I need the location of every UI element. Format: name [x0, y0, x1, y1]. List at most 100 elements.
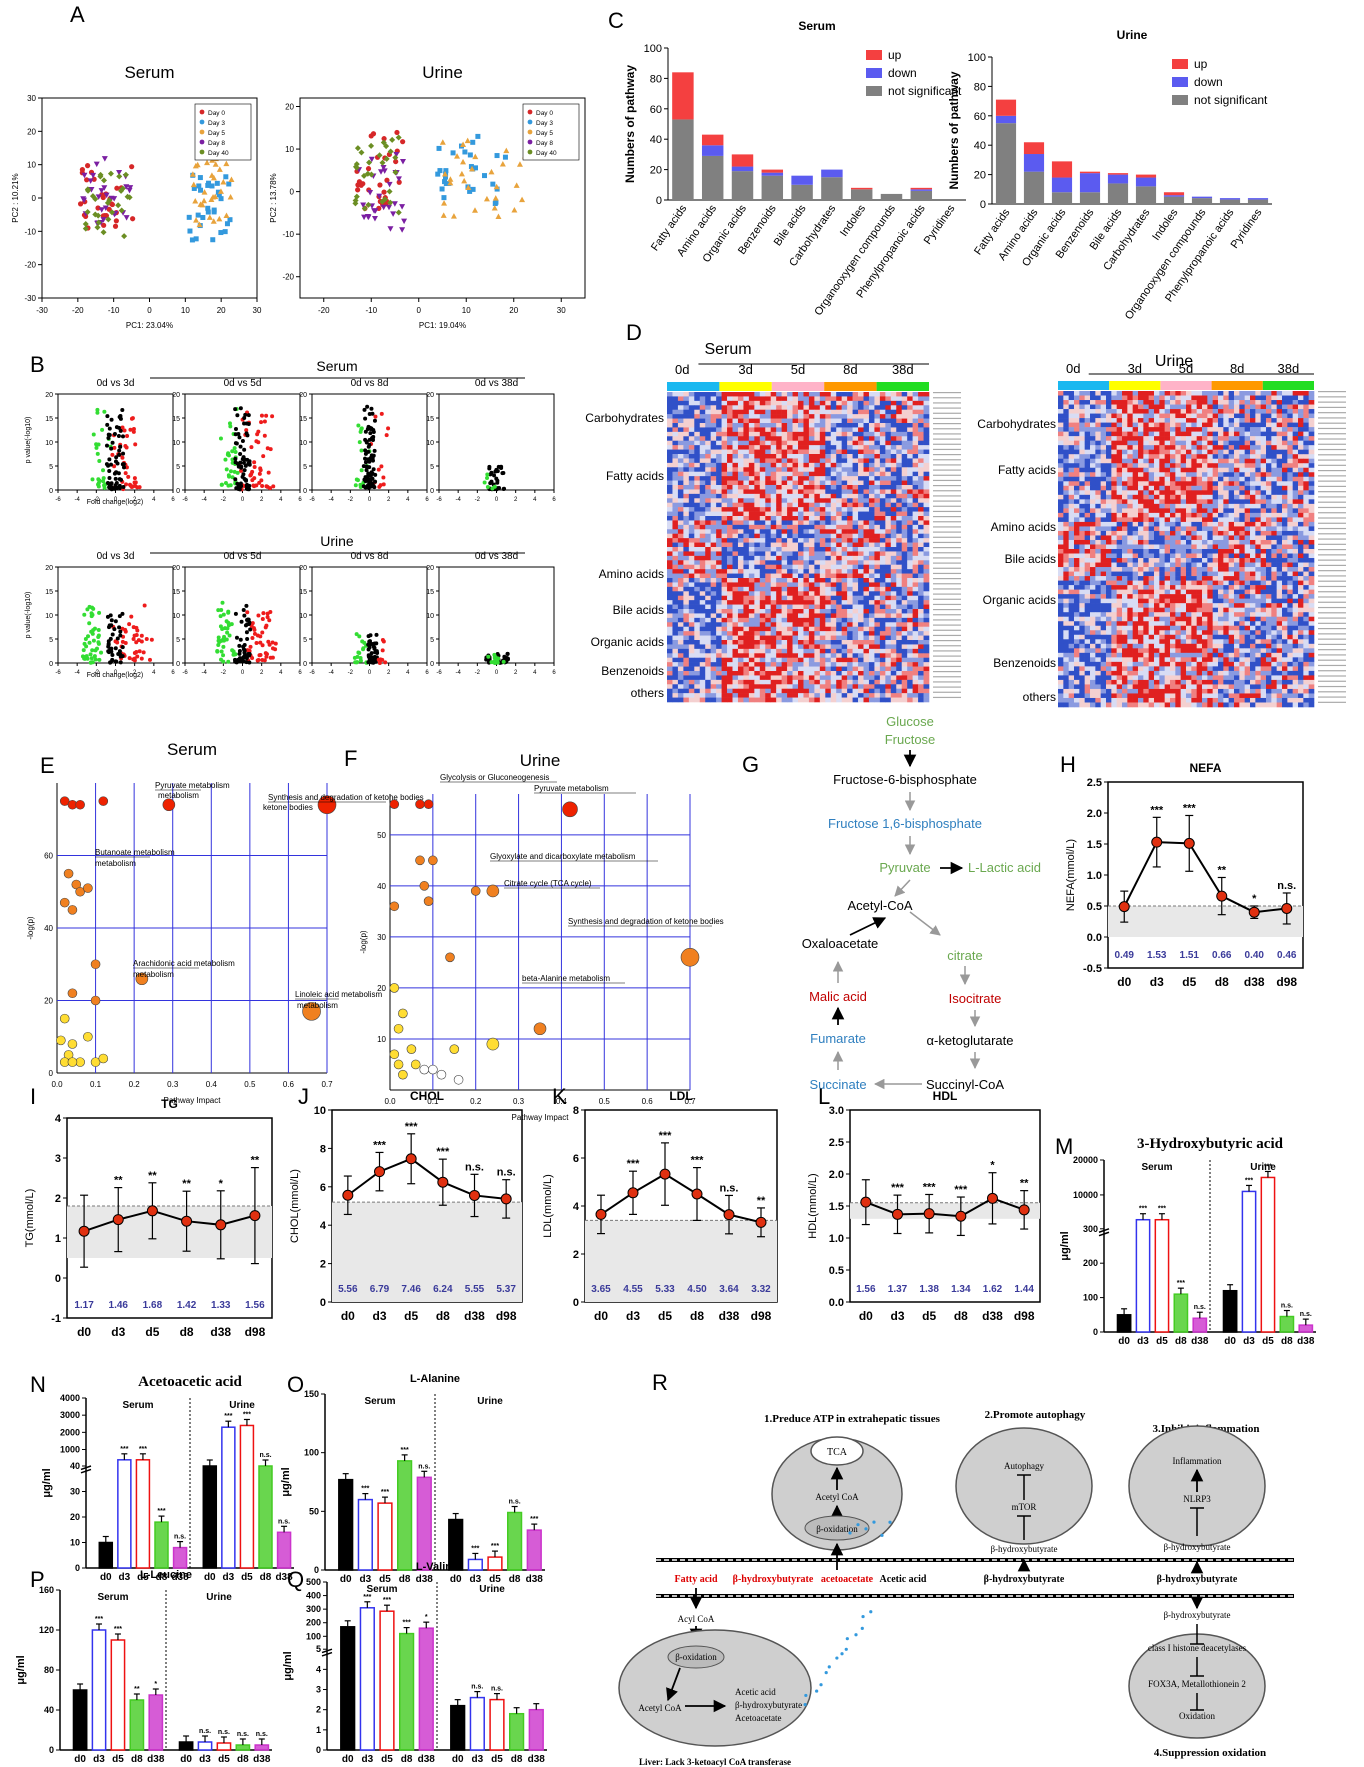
heatmap-cell	[688, 392, 695, 397]
heatmap-cell	[754, 657, 761, 663]
heatmap-cell	[721, 516, 728, 521]
heatmap-cell	[754, 533, 761, 539]
volcano-point	[96, 477, 101, 482]
heatmap-cell	[721, 542, 728, 548]
heatmap-cell	[819, 609, 826, 614]
heatmap-cell	[743, 493, 750, 499]
heatmap-cell	[798, 582, 804, 588]
heatmap-cell	[841, 538, 848, 543]
heatmap-cell	[1079, 391, 1085, 396]
volcano-point	[113, 639, 118, 644]
heatmap-cell	[868, 657, 875, 663]
x-tick-label: -4	[201, 497, 207, 503]
heatmap-cell	[863, 600, 870, 605]
heatmap-cell	[721, 671, 728, 676]
volcano-point	[383, 660, 388, 665]
heatmap-cell	[896, 640, 903, 645]
heatmap-cell	[770, 480, 777, 486]
volcano-point	[118, 413, 123, 418]
heatmap-cell	[830, 679, 837, 685]
volcano-point	[131, 625, 136, 630]
heatmap-cell	[912, 520, 919, 526]
heatmap-cell	[923, 582, 930, 588]
pca-point	[196, 221, 203, 228]
heatmap-cell	[858, 445, 864, 450]
heatmap-cell	[847, 436, 853, 442]
metabolite-label-placeholder	[933, 412, 961, 414]
heatmap-cell	[667, 551, 673, 557]
volcano-point	[245, 610, 250, 615]
heatmap-cell	[858, 604, 864, 610]
heatmap-cell	[672, 458, 679, 464]
heatmap-cell	[798, 405, 804, 411]
heatmap-cell	[896, 498, 903, 504]
heatmap-cell	[901, 520, 908, 526]
volcano-point	[257, 471, 262, 476]
heatmap-cell	[759, 454, 766, 459]
heatmap-cell	[732, 679, 739, 685]
volcano-point	[120, 645, 125, 650]
heatmap-cell	[890, 445, 897, 450]
heatmap-cell	[737, 555, 744, 561]
heatmap-cell	[879, 626, 886, 632]
heatmap-cell	[918, 498, 924, 504]
heatmap-cell	[754, 542, 761, 548]
heatmap-cell	[841, 542, 848, 548]
day-bar	[1058, 381, 1110, 390]
heatmap-cell	[825, 578, 832, 583]
heatmap-cell	[912, 640, 919, 645]
volcano-point	[243, 478, 248, 483]
pca-point	[472, 153, 479, 160]
heatmap-cell	[677, 693, 684, 698]
volcano-point	[108, 462, 113, 467]
heatmap-cell	[868, 635, 875, 641]
heatmap-cell	[841, 591, 848, 597]
heatmap-cell	[819, 533, 826, 539]
volcano-point	[485, 475, 490, 480]
heatmap-cell	[896, 476, 903, 481]
heatmap-cell	[759, 423, 766, 428]
heatmap-cell	[677, 396, 684, 402]
heatmap-cell	[918, 529, 924, 535]
heatmap-cell	[868, 626, 875, 632]
heatmap-cell	[694, 578, 701, 583]
heatmap-cell	[863, 551, 870, 557]
heatmap-cell	[759, 476, 766, 481]
pca-point	[118, 207, 125, 214]
heatmap-cell	[852, 502, 859, 508]
heatmap-cell	[912, 617, 919, 623]
heatmap-cell	[672, 586, 679, 592]
bar-up	[995, 99, 1017, 116]
heatmap-cell	[688, 498, 695, 504]
heatmap-cell	[819, 595, 826, 601]
heatmap-cell	[868, 485, 875, 490]
heatmap-cell	[770, 471, 777, 477]
heatmap-cell	[677, 635, 684, 641]
heatmap-cell	[852, 662, 859, 667]
heatmap-cell	[863, 679, 870, 685]
pca-point	[210, 218, 217, 224]
heatmap-cell	[852, 560, 859, 566]
heatmap-cell	[874, 476, 881, 481]
pca-point	[187, 228, 193, 234]
pca-point	[365, 201, 372, 208]
volcano-point	[108, 613, 113, 618]
pca-point	[95, 194, 102, 200]
x-tick-label: 2	[514, 670, 518, 676]
heatmap-cell	[754, 666, 761, 672]
pca-point	[439, 186, 445, 192]
volcano-ylabel: p value(-log10)	[25, 592, 32, 639]
heatmap-cell	[748, 569, 755, 574]
heatmap-cell	[879, 609, 886, 614]
heatmap-cell	[776, 471, 782, 477]
heatmap-cell	[798, 480, 804, 486]
heatmap-cell	[819, 392, 826, 397]
pca-point	[393, 152, 400, 158]
heatmap-cell	[830, 449, 837, 455]
heatmap-cell	[803, 666, 810, 672]
pca-point	[439, 139, 446, 145]
heatmap-cell	[868, 480, 875, 486]
heatmap-cell	[858, 547, 864, 552]
heatmap-cell	[792, 449, 799, 455]
pca-point	[197, 175, 203, 181]
